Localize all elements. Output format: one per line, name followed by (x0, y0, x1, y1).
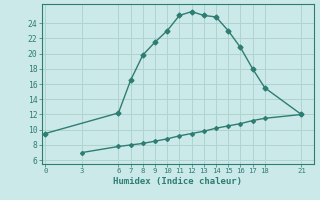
X-axis label: Humidex (Indice chaleur): Humidex (Indice chaleur) (113, 177, 242, 186)
